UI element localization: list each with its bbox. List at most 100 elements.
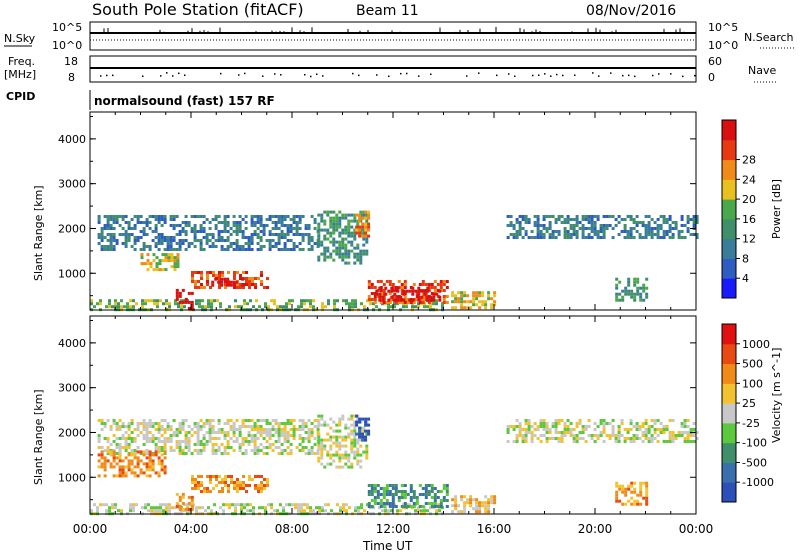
power-cell	[258, 305, 261, 309]
velocity-cell	[196, 437, 200, 440]
power-cell	[301, 215, 305, 218]
velocity-cell	[226, 446, 230, 449]
velocity-cell	[286, 440, 290, 443]
velocity-cell	[320, 447, 324, 451]
power-cell	[211, 236, 215, 239]
velocity-cell	[424, 487, 428, 490]
velocity-cell	[204, 509, 207, 513]
power-cell	[150, 299, 153, 303]
power-cell	[509, 224, 513, 227]
velocity-cell	[460, 498, 464, 502]
power-cell	[421, 280, 425, 283]
power-cell	[373, 301, 377, 304]
velocity-cell	[286, 422, 290, 425]
power-cell	[560, 215, 564, 218]
velocity-cell	[353, 456, 357, 460]
velocity-cell	[359, 438, 363, 442]
power-cell	[367, 216, 371, 220]
velocity-cell	[142, 450, 146, 454]
power-cell	[338, 225, 342, 229]
power-cell	[642, 283, 646, 287]
velocity-cell	[112, 453, 116, 457]
nave-dot	[652, 74, 654, 77]
power-cell	[662, 236, 666, 239]
power-cell	[421, 301, 425, 304]
power-cell	[144, 302, 147, 306]
power-cell	[435, 299, 438, 303]
velocity-cell	[277, 425, 281, 428]
power-cell	[659, 227, 663, 230]
velocity-cell	[196, 431, 200, 434]
power-cell	[396, 289, 400, 293]
velocity-cell	[533, 428, 537, 431]
power-cell	[283, 236, 287, 239]
velocity-cell	[292, 434, 296, 437]
velocity-cell	[227, 475, 230, 478]
power-cell	[518, 215, 522, 218]
power-cell	[235, 230, 239, 233]
power-cell	[106, 218, 110, 221]
power-cell	[542, 236, 546, 239]
velocity-cell	[656, 419, 660, 422]
velocity-cell	[127, 434, 131, 437]
velocity-cell	[686, 440, 690, 443]
power-cell	[194, 271, 197, 274]
power-cell	[286, 230, 290, 233]
velocity-cell	[542, 434, 546, 437]
power-cell	[198, 305, 201, 309]
power-cell	[191, 274, 194, 277]
velocity-cell	[633, 487, 637, 491]
velocity-cell	[400, 493, 404, 496]
velocity-cell	[241, 452, 245, 455]
power-cell	[327, 302, 330, 306]
power-cell	[163, 221, 167, 224]
velocity-cell	[244, 449, 248, 452]
velocity-cell	[341, 417, 345, 421]
velocity-cell	[283, 431, 287, 434]
velocity-cell	[214, 437, 218, 440]
velocity-cell	[112, 450, 116, 454]
velocity-cell	[313, 443, 317, 446]
velocity-cell	[196, 449, 200, 452]
power-cell	[367, 286, 371, 289]
velocity-cell	[199, 449, 203, 452]
power-cell	[141, 302, 144, 306]
velocity-cell	[439, 505, 443, 508]
velocity-cell	[627, 487, 631, 491]
velocity-cell	[439, 499, 443, 502]
velocity-cell	[215, 484, 218, 487]
power-cell	[451, 291, 455, 295]
velocity-cell	[659, 431, 663, 434]
velocity-cell	[178, 504, 182, 508]
velocity-cell	[133, 474, 137, 478]
power-cell	[384, 286, 388, 290]
power-cell	[481, 300, 485, 304]
velocity-cell	[217, 449, 221, 452]
power-cell	[333, 299, 336, 303]
power-cell	[226, 224, 230, 227]
power-cell	[124, 242, 128, 245]
velocity-cell	[376, 496, 380, 499]
power-cell	[205, 242, 209, 245]
velocity-cell	[157, 462, 161, 466]
nave-dot	[670, 73, 672, 75]
velocity-cell	[650, 419, 654, 422]
power-cell	[295, 221, 299, 224]
power-cell	[219, 302, 222, 306]
power-cell	[627, 277, 631, 281]
velocity-cell	[277, 428, 281, 431]
power-cell	[193, 236, 197, 239]
power-cell	[106, 239, 110, 242]
power-cell	[115, 239, 119, 242]
power-cell	[264, 305, 267, 309]
velocity-cell	[518, 422, 522, 425]
velocity-cell	[304, 452, 308, 455]
velocity-cell	[139, 459, 143, 463]
power-cell	[250, 215, 254, 218]
velocity-cell	[617, 431, 621, 434]
power-cell	[623, 227, 627, 230]
velocity-cell	[211, 452, 215, 455]
velocity-cell	[329, 438, 333, 442]
power-ytick-label: 2000	[58, 222, 86, 235]
velocity-cell	[623, 428, 627, 431]
